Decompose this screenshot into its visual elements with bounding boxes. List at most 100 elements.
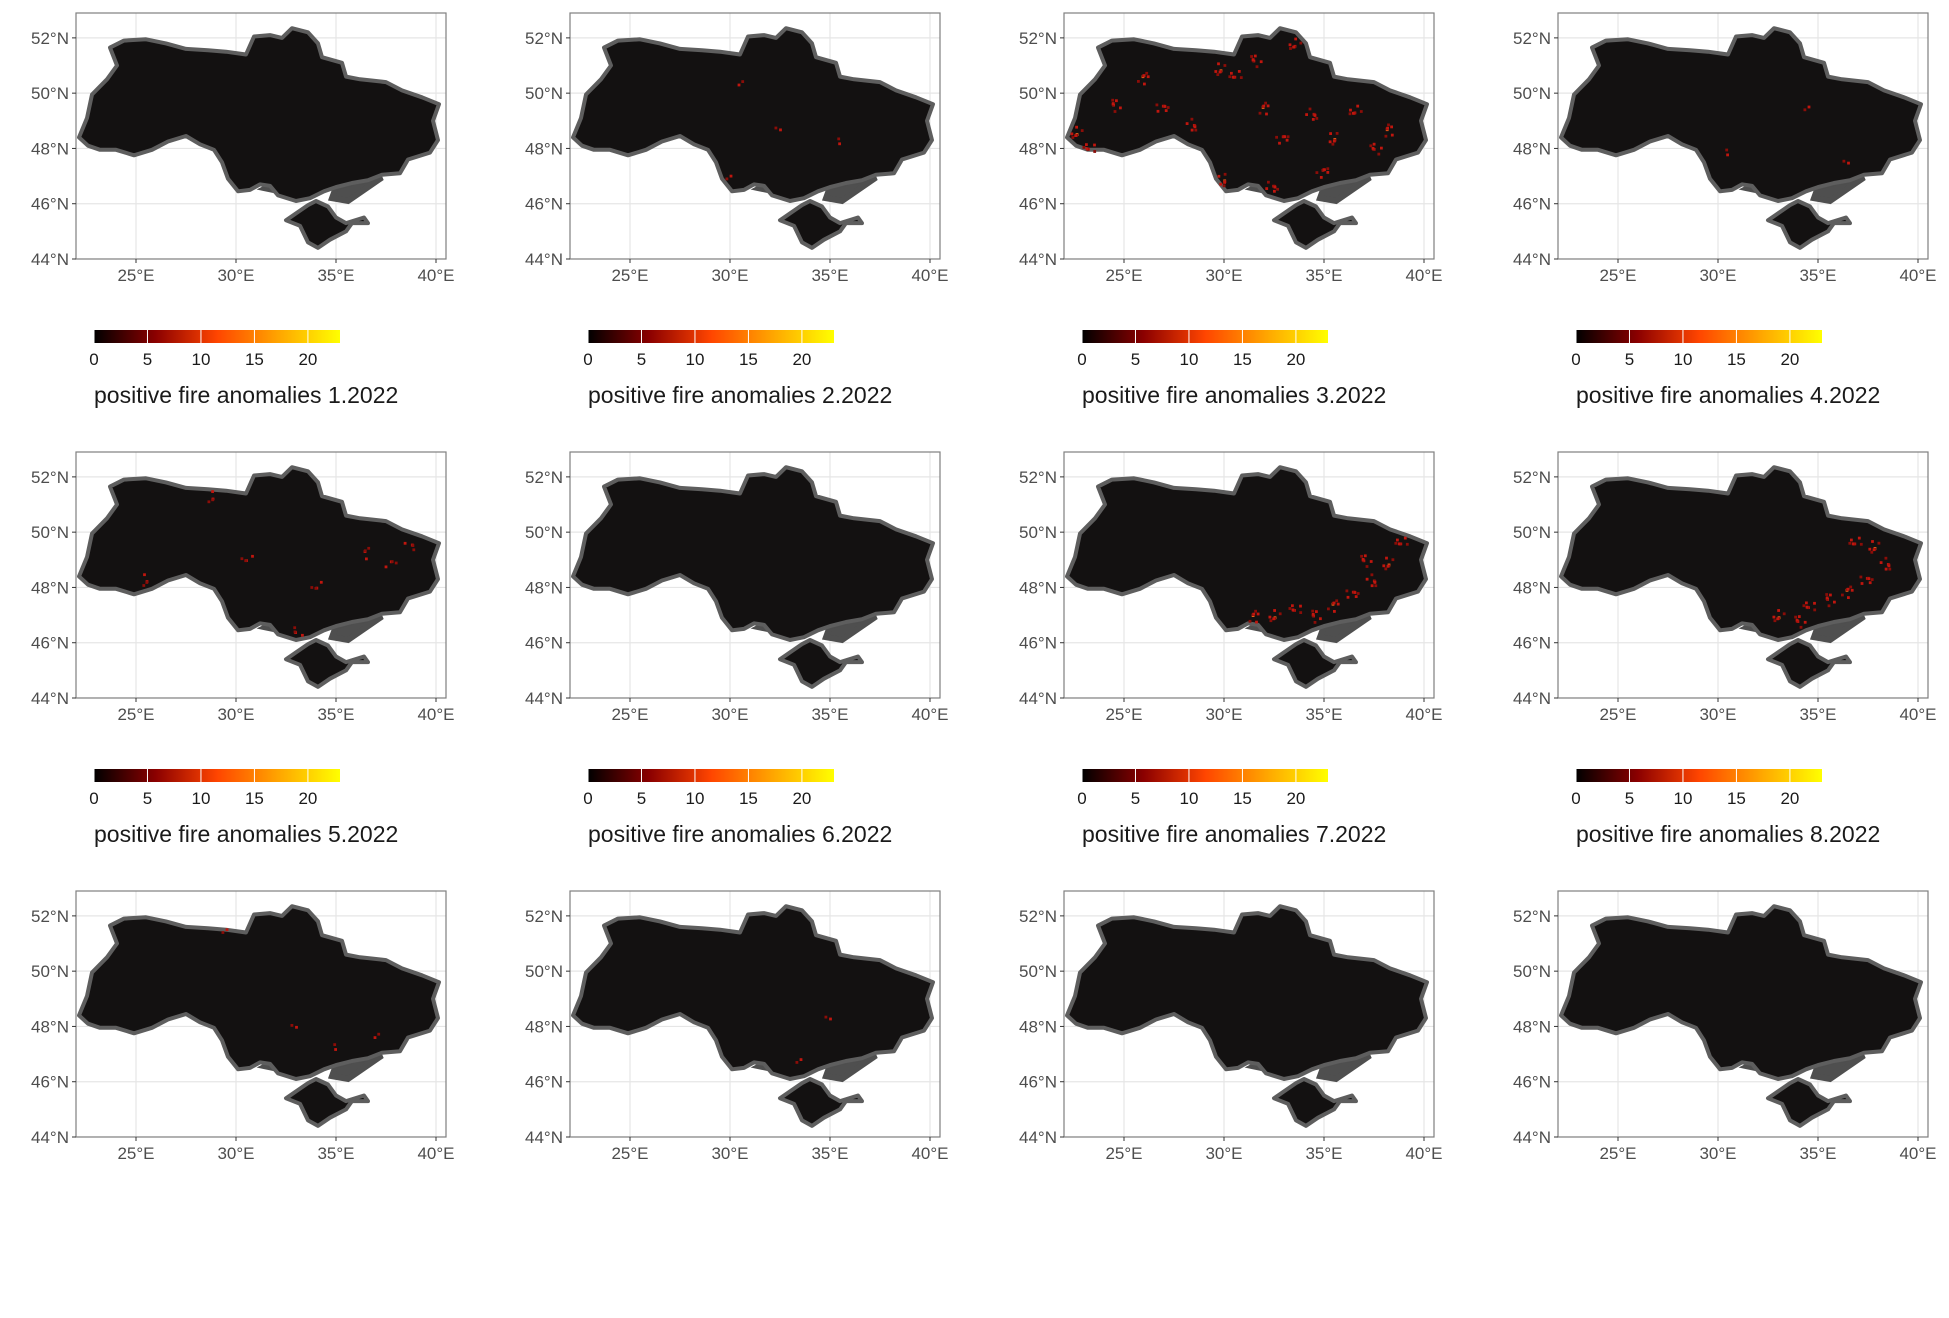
colorbar-tick-label: 0 — [583, 789, 592, 808]
hotspot-mark — [384, 565, 388, 569]
colorbar-tick-label: 0 — [89, 350, 98, 369]
x-tick-label: 35°E — [317, 1144, 354, 1163]
y-tick-label: 52°N — [1513, 907, 1551, 926]
hotspot-mark — [240, 557, 244, 561]
hotspot-mark — [1278, 612, 1282, 616]
hotspot-mark — [1074, 134, 1078, 137]
y-tick-label: 48°N — [1019, 578, 1057, 597]
y-tick-label: 52°N — [1019, 468, 1057, 487]
hotspot-mark — [1361, 558, 1365, 561]
colorbar-tick-label: 10 — [1179, 350, 1198, 369]
y-tick-label: 44°N — [1019, 1128, 1057, 1147]
hotspot-mark — [142, 584, 146, 587]
hotspot-mark — [295, 1025, 298, 1029]
hotspot-mark — [1071, 136, 1075, 139]
panel-border — [569, 890, 941, 1138]
hotspot-mark — [1255, 65, 1259, 69]
panel-border — [569, 12, 941, 260]
hotspot-mark — [390, 560, 394, 563]
fire-hotspots — [142, 490, 416, 637]
x-tick-label: 40°E — [1405, 705, 1442, 724]
hotspot-mark — [1795, 618, 1799, 622]
colorbar-tick-label: 15 — [1233, 350, 1252, 369]
hotspot-mark — [1394, 541, 1398, 545]
x-tick-label: 35°E — [1305, 705, 1342, 724]
hotspot-mark — [1319, 176, 1323, 179]
x-tick-label: 25°E — [611, 1144, 648, 1163]
hotspot-mark — [1884, 567, 1888, 571]
hotspot-mark — [1228, 75, 1232, 79]
hotspot-mark — [737, 83, 741, 87]
hotspot-mark — [1237, 70, 1241, 73]
map-layer — [1065, 465, 1429, 689]
y-tick-label: 50°N — [31, 962, 69, 981]
hotspot-mark — [1288, 607, 1292, 610]
hotspot-mark — [1313, 621, 1317, 624]
map-panel-6: 52°N 50°N 48°N 46°N 44°N 25°E 30°E 35°E 40°E 0 5 10… — [494, 439, 979, 879]
y-tick-label: 46°N — [1513, 1073, 1551, 1092]
hotspot-mark — [1219, 182, 1223, 186]
colorbar-tick-label: 10 — [1179, 789, 1198, 808]
panel-border — [1063, 451, 1435, 699]
x-tick-label: 40°E — [417, 266, 454, 285]
hotspot-mark — [394, 561, 398, 565]
x-tick-label: 35°E — [1799, 1144, 1836, 1163]
colorbar-tick-label: 5 — [1625, 789, 1634, 808]
x-tick-label: 30°E — [1205, 705, 1242, 724]
hotspot-mark — [1336, 602, 1340, 606]
x-tick-label: 40°E — [1405, 266, 1442, 285]
y-tick-label: 50°N — [525, 523, 563, 542]
hotspot-mark — [1217, 62, 1220, 66]
hotspot-mark — [1190, 128, 1194, 132]
hotspot-mark — [1253, 54, 1257, 58]
ukraine-land — [1065, 26, 1429, 203]
ukraine-land — [571, 26, 935, 203]
colorbar — [588, 330, 834, 343]
hotspot-mark — [1266, 104, 1270, 108]
y-tick-label: 50°N — [1019, 962, 1057, 981]
panel-border — [569, 451, 941, 699]
hotspot-mark — [1143, 82, 1146, 86]
y-tick-label: 52°N — [31, 907, 69, 926]
hotspot-mark — [729, 174, 733, 178]
fire-hotspots — [1070, 37, 1394, 193]
x-tick-label: 25°E — [1599, 266, 1636, 285]
hotspot-mark — [1345, 589, 1349, 593]
hotspot-mark — [1403, 536, 1407, 540]
hotspot-mark — [1825, 593, 1829, 596]
hotspot-mark — [1255, 620, 1258, 624]
hotspot-mark — [1851, 542, 1855, 546]
colorbar-tick-label: 5 — [1131, 350, 1140, 369]
panel-border — [75, 451, 447, 699]
colorbar-tick-label: 15 — [1233, 789, 1252, 808]
hotspot-mark — [1218, 70, 1222, 74]
ukraine-land — [77, 465, 441, 642]
hotspot-mark — [1256, 612, 1260, 616]
x-tick-label: 30°E — [217, 266, 254, 285]
ukraine-land — [1559, 465, 1923, 642]
ukraine-land — [571, 904, 935, 1081]
colorbar-tick-label: 20 — [1286, 350, 1305, 369]
hotspot-mark — [1380, 146, 1383, 150]
colorbar-tick-label: 20 — [1780, 350, 1799, 369]
hotspot-mark — [1146, 75, 1150, 79]
hotspot-mark — [1155, 103, 1159, 107]
hotspot-mark — [1857, 536, 1861, 540]
hotspot-mark — [1369, 560, 1373, 563]
colorbar — [1576, 769, 1822, 782]
colorbar-tick-label: 20 — [298, 350, 317, 369]
y-tick-label: 46°N — [31, 1073, 69, 1092]
hotspot-mark — [1273, 185, 1277, 189]
fire-hotspots — [1725, 105, 1850, 165]
x-tick-label: 40°E — [911, 705, 948, 724]
crimea-land — [778, 1077, 864, 1128]
hotspot-mark — [145, 581, 149, 584]
y-tick-label: 44°N — [1019, 689, 1057, 708]
hotspot-mark — [293, 626, 297, 630]
x-tick-label: 35°E — [1799, 705, 1836, 724]
colorbar-tick-label: 20 — [792, 789, 811, 808]
hotspot-mark — [1348, 112, 1352, 116]
colorbar-tick-label: 0 — [89, 789, 98, 808]
y-tick-label: 50°N — [1019, 84, 1057, 103]
hotspot-mark — [824, 1015, 828, 1019]
